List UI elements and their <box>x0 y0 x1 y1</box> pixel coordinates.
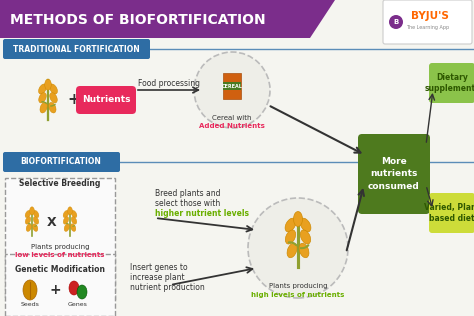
Ellipse shape <box>71 217 77 224</box>
FancyBboxPatch shape <box>76 86 136 114</box>
FancyBboxPatch shape <box>358 134 430 214</box>
Text: BYJU'S: BYJU'S <box>411 11 449 21</box>
Circle shape <box>389 15 403 29</box>
Text: higher nutrient levels: higher nutrient levels <box>155 209 249 217</box>
Text: METHODS OF BIOFORTIFICATION: METHODS OF BIOFORTIFICATION <box>10 13 265 27</box>
Text: Varied, Plant
based diet: Varied, Plant based diet <box>424 203 474 223</box>
Text: X: X <box>47 216 57 228</box>
Text: select those with: select those with <box>155 198 220 208</box>
Text: Nutrients: Nutrients <box>82 95 130 105</box>
Text: The Learning App: The Learning App <box>406 26 449 31</box>
FancyArrowPatch shape <box>28 223 30 224</box>
Ellipse shape <box>33 224 38 231</box>
Text: Added Nutrients: Added Nutrients <box>199 123 265 129</box>
Text: high levels of nutrients: high levels of nutrients <box>251 292 345 298</box>
Ellipse shape <box>64 224 69 231</box>
FancyBboxPatch shape <box>3 39 150 59</box>
Ellipse shape <box>33 210 39 218</box>
Ellipse shape <box>49 102 56 113</box>
Ellipse shape <box>71 210 77 218</box>
Text: nutrient production: nutrient production <box>130 283 205 293</box>
Ellipse shape <box>293 211 302 227</box>
FancyBboxPatch shape <box>383 0 472 44</box>
Ellipse shape <box>29 207 35 215</box>
Ellipse shape <box>50 84 57 94</box>
Ellipse shape <box>71 224 76 231</box>
FancyArrowPatch shape <box>51 104 55 106</box>
FancyArrowPatch shape <box>289 242 296 245</box>
Text: Breed plants and: Breed plants and <box>155 189 220 198</box>
FancyArrowPatch shape <box>42 102 46 103</box>
FancyArrowPatch shape <box>301 245 309 248</box>
Text: +: + <box>68 93 81 107</box>
Text: CEREAL: CEREAL <box>221 83 242 88</box>
Text: Food processing: Food processing <box>138 78 200 88</box>
Ellipse shape <box>287 243 297 258</box>
Ellipse shape <box>38 84 46 94</box>
Circle shape <box>248 198 348 298</box>
Text: +: + <box>49 283 61 297</box>
Text: Plants producing: Plants producing <box>269 283 327 289</box>
Text: B: B <box>393 19 399 25</box>
FancyBboxPatch shape <box>223 73 241 99</box>
Text: Genetic Modification: Genetic Modification <box>15 264 105 274</box>
Text: Plants producing: Plants producing <box>31 244 89 250</box>
Text: Dietary
supplements: Dietary supplements <box>424 73 474 93</box>
FancyBboxPatch shape <box>429 193 474 233</box>
Text: BIOFORTIFICATION: BIOFORTIFICATION <box>20 157 101 167</box>
Ellipse shape <box>301 230 310 244</box>
Ellipse shape <box>26 224 31 231</box>
Ellipse shape <box>50 93 57 103</box>
Ellipse shape <box>68 207 73 215</box>
Ellipse shape <box>285 218 296 232</box>
Ellipse shape <box>63 217 69 224</box>
Ellipse shape <box>63 210 69 218</box>
Ellipse shape <box>285 230 296 244</box>
FancyBboxPatch shape <box>223 82 241 90</box>
FancyBboxPatch shape <box>5 254 115 316</box>
FancyBboxPatch shape <box>0 0 310 38</box>
Ellipse shape <box>69 281 79 295</box>
Text: increase plant: increase plant <box>130 274 185 283</box>
Text: Insert genes to: Insert genes to <box>130 264 188 272</box>
Ellipse shape <box>25 217 31 224</box>
Text: Cereal with: Cereal with <box>212 115 252 121</box>
Text: TRADITIONAL FORTIFICATION: TRADITIONAL FORTIFICATION <box>13 45 139 53</box>
Ellipse shape <box>33 217 39 224</box>
Ellipse shape <box>39 93 46 103</box>
Ellipse shape <box>23 280 37 300</box>
Circle shape <box>194 52 270 128</box>
Text: Genes: Genes <box>68 301 88 307</box>
Text: Seeds: Seeds <box>20 301 39 307</box>
Ellipse shape <box>300 218 311 232</box>
Text: low levels of nutrients: low levels of nutrients <box>15 252 105 258</box>
Ellipse shape <box>77 285 87 299</box>
Ellipse shape <box>45 79 51 90</box>
Ellipse shape <box>25 210 31 218</box>
FancyBboxPatch shape <box>429 63 474 103</box>
Text: More
nutrients
consumed: More nutrients consumed <box>368 157 420 191</box>
FancyArrowPatch shape <box>66 223 68 224</box>
Ellipse shape <box>299 243 309 258</box>
Ellipse shape <box>40 102 47 113</box>
Text: Selective Breeding: Selective Breeding <box>19 179 100 189</box>
FancyBboxPatch shape <box>5 178 115 300</box>
Polygon shape <box>310 0 335 38</box>
FancyBboxPatch shape <box>3 152 120 172</box>
